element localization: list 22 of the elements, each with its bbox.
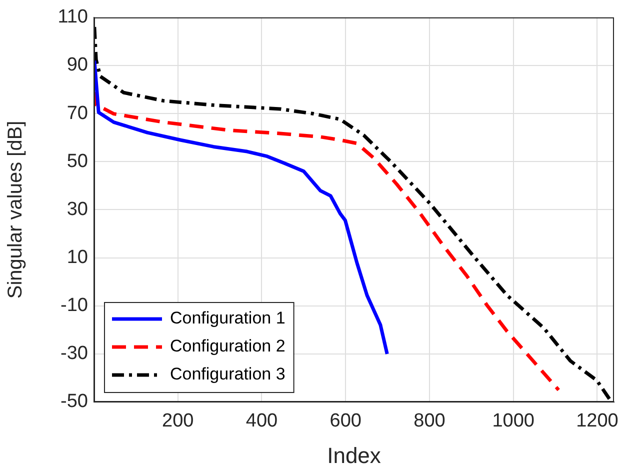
x-tick-label: 1000: [492, 410, 534, 432]
x-tick-label: 200: [162, 410, 194, 432]
y-tick-label: 110: [58, 6, 88, 28]
y-tick-label: -50: [60, 391, 88, 412]
y-axis-title: Singular values [dB]: [4, 120, 27, 299]
line-series: [94, 90, 560, 392]
legend-label: Configuration 1: [170, 308, 286, 328]
x-tick-label: 800: [414, 410, 446, 432]
y-tick-label: 90: [66, 54, 88, 76]
line-series: [94, 25, 612, 402]
y-tick-label: -30: [60, 343, 88, 364]
y-tick-label: 10: [66, 247, 88, 268]
y-tick-label: 50: [66, 150, 88, 172]
y-tick-label: 30: [66, 198, 88, 220]
legend-label: Configuration 3: [170, 364, 286, 384]
y-tick-label: 70: [66, 102, 88, 124]
legend-label: Configuration 2: [170, 336, 286, 356]
x-tick-label: 400: [246, 410, 278, 432]
x-tick-label: 600: [330, 410, 362, 432]
y-tick-label: -10: [60, 295, 88, 316]
x-axis-title: Index: [327, 442, 381, 468]
x-tick-label: 1200: [576, 410, 618, 432]
